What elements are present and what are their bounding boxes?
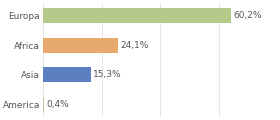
Text: 15,3%: 15,3%: [93, 70, 122, 79]
Bar: [43, 8, 231, 23]
Text: 24,1%: 24,1%: [121, 41, 149, 50]
Bar: [43, 97, 44, 112]
Bar: [43, 67, 91, 82]
Bar: [43, 38, 118, 53]
Text: 0,4%: 0,4%: [47, 100, 69, 109]
Text: 60,2%: 60,2%: [234, 11, 262, 20]
